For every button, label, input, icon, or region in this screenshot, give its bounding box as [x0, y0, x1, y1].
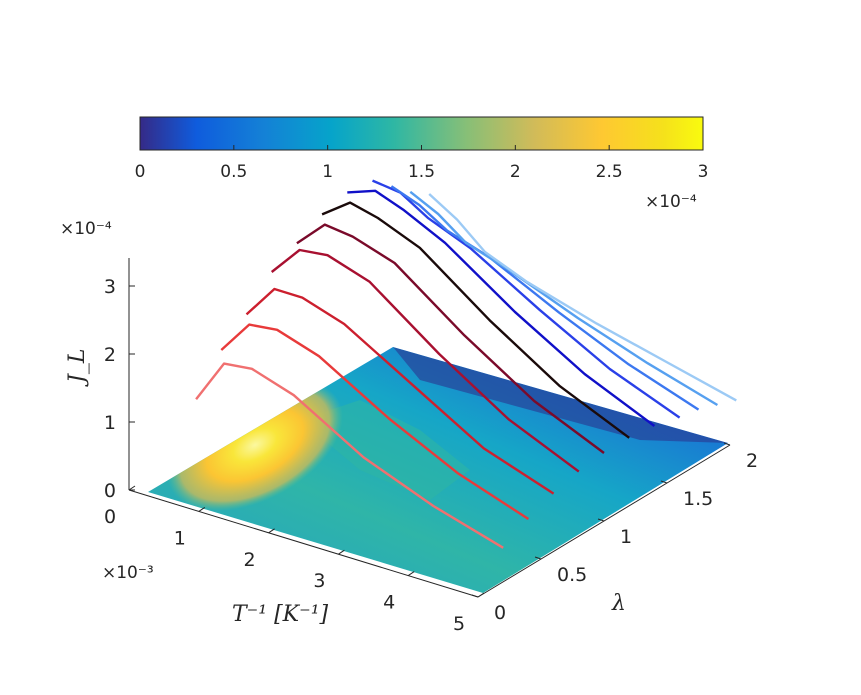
colorbar-tick-label: 1	[322, 162, 333, 182]
series-line	[428, 193, 737, 402]
colorbar-tick-label: 3	[698, 162, 709, 182]
y-tick-mark	[660, 480, 668, 484]
y-tick-label: 1	[620, 526, 632, 548]
z-tick-label: 0	[104, 480, 116, 502]
x-tick-mark	[407, 571, 415, 577]
x-axis-exponent: ×10⁻³	[102, 563, 154, 583]
series-line	[220, 323, 530, 521]
y-tick-mark	[723, 442, 731, 446]
y-axis-label: λ	[611, 591, 626, 616]
series-line	[245, 287, 555, 495]
y-axis-ticks: 0 0.5 1 1.5 2	[471, 442, 758, 624]
x-tick-label: 2	[244, 549, 256, 571]
colorbar-tick-label: 2	[510, 162, 521, 182]
y-tick-mark	[597, 518, 605, 522]
colorbar-tick-label: 2.5	[596, 162, 623, 182]
colorbar-tick-label: 0	[135, 162, 146, 182]
x-tick-mark	[338, 549, 345, 555]
y-tick-label: 2	[746, 450, 758, 472]
x-axis-ticks: 0 1 2 3 4 5	[104, 485, 485, 635]
x-tick-mark	[198, 506, 206, 512]
series-line	[195, 362, 504, 549]
y-tick-label: 0	[494, 602, 506, 624]
z-tick-label: 1	[104, 412, 116, 434]
series-line	[296, 223, 605, 454]
x-tick-label: 4	[383, 592, 395, 614]
x-tick-label: 0	[104, 506, 116, 528]
y-tick-mark	[471, 594, 479, 598]
z-axis-exponent: ×10⁻⁴	[60, 219, 112, 239]
colorbar-ticks: 0 0.5 1 1.5 2 2.5 3	[135, 145, 709, 182]
x-tick-label: 3	[313, 570, 325, 592]
y-tick-label: 1.5	[683, 488, 713, 510]
x-tick-mark	[268, 528, 275, 534]
surface-contour-band	[300, 400, 470, 500]
y-tick-mark	[534, 556, 542, 560]
series-line	[270, 248, 580, 473]
series-lines	[195, 179, 737, 549]
colorbar: 0 0.5 1 1.5 2 2.5 3 ×10⁻⁴	[135, 116, 709, 212]
surface	[148, 347, 728, 593]
z-tick-label: 2	[104, 344, 116, 366]
x-tick-label: 5	[453, 613, 465, 635]
x-tick-label: 1	[174, 527, 186, 549]
colorbar-tick-label: 1.5	[408, 162, 435, 182]
colorbar-tick-label: 0.5	[220, 162, 247, 182]
x-tick-mark	[128, 485, 136, 491]
series-line	[321, 201, 630, 439]
y-tick-label: 0.5	[557, 564, 587, 586]
colorbar-bar	[139, 116, 704, 151]
x-axis-line	[128, 489, 479, 598]
colorbar-exponent: ×10⁻⁴	[645, 192, 697, 212]
series-line	[347, 189, 656, 427]
z-axis-label: J_L	[65, 349, 90, 387]
z-axis-ticks: 0 1 2 3	[104, 276, 135, 502]
x-axis-label: T⁻¹ [K⁻¹]	[232, 602, 329, 627]
z-tick-label: 3	[104, 276, 116, 298]
x-tick-mark	[477, 592, 485, 598]
